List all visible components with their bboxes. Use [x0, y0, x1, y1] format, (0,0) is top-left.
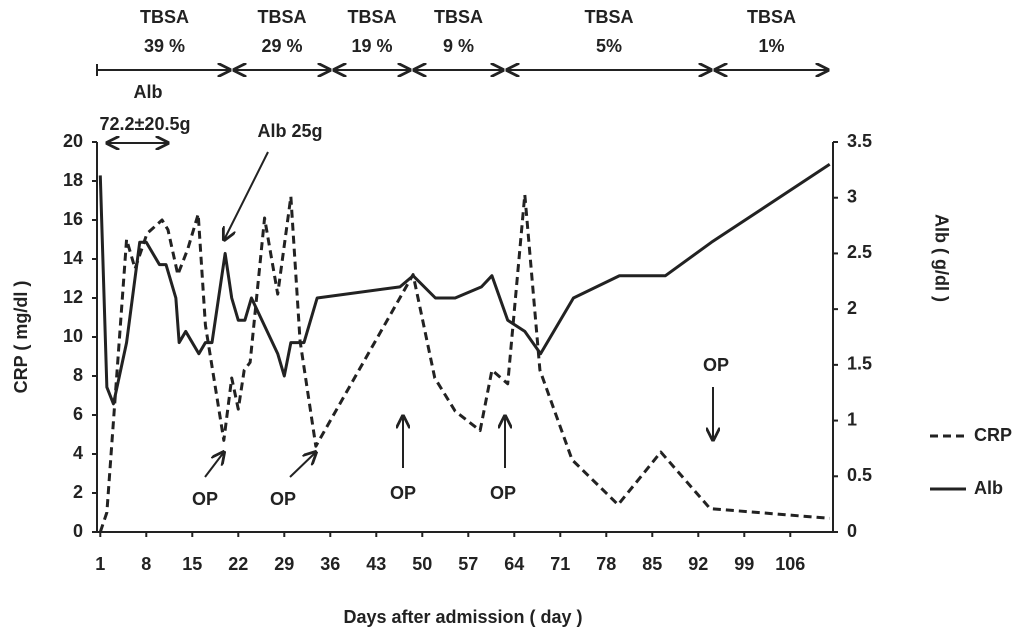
y2-tick-label: 2.5	[847, 242, 872, 262]
x-axis-title: Days after admission ( day )	[343, 607, 582, 627]
annotation: OP	[270, 489, 296, 509]
annotation-arrow	[204, 452, 224, 478]
y-tick-label: 16	[63, 209, 83, 229]
phase-label: 39 %	[144, 36, 185, 56]
phase-title: TBSA	[434, 7, 483, 27]
phase-title: TBSA	[258, 7, 307, 27]
y2-tick-label: 1.5	[847, 354, 872, 374]
y2-tick-label: 0.5	[847, 465, 872, 485]
phase-title: TBSA	[348, 7, 397, 27]
line-series	[98, 193, 830, 533]
annotation: 72.2±20.5g	[100, 114, 191, 134]
x-tick-label: 8	[141, 554, 151, 574]
x-tick-label: 85	[642, 554, 662, 574]
y-tick-label: 2	[73, 482, 83, 502]
y2-tick-label: 2	[847, 298, 857, 318]
x-tick-label: 29	[274, 554, 294, 574]
phase-label: 9 %	[443, 36, 474, 56]
line-series	[98, 163, 831, 406]
y2-axis-title: Alb ( g/dl )	[931, 214, 951, 302]
y-tick-label: 4	[73, 443, 83, 463]
y-tick-label: 18	[63, 170, 83, 190]
y-tick-label: 6	[73, 404, 83, 424]
x-tick-label: 71	[550, 554, 570, 574]
annotation: OP	[490, 483, 516, 503]
x-tick-label: 64	[504, 554, 524, 574]
x-tick-label: 99	[734, 554, 754, 574]
y-tick-label: 14	[63, 248, 83, 268]
y-tick-label: 10	[63, 326, 83, 346]
y2-tick-label: 0	[847, 521, 857, 541]
x-tick-label: 106	[775, 554, 805, 574]
annotation: Alb 25g	[257, 121, 322, 141]
legend-label: Alb	[974, 478, 1003, 498]
annotation: OP	[703, 355, 729, 375]
legend-label: CRP	[974, 425, 1012, 445]
y-tick-label: 8	[73, 365, 83, 385]
phase-title: TBSA	[747, 7, 796, 27]
y-tick-label: 20	[63, 131, 83, 151]
annotation-arrow	[224, 151, 269, 240]
x-tick-label: 43	[366, 554, 386, 574]
annotation: Alb	[134, 82, 163, 102]
y2-tick-label: 3	[847, 186, 857, 206]
phase-label: 1%	[758, 36, 784, 56]
x-tick-label: 36	[320, 554, 340, 574]
y-axis-title: CRP ( mg/dl )	[11, 281, 31, 394]
phase-label: 5%	[596, 36, 622, 56]
x-tick-label: 15	[182, 554, 202, 574]
annotation: OP	[390, 483, 416, 503]
x-tick-label: 50	[412, 554, 432, 574]
x-tick-label: 22	[228, 554, 248, 574]
y-tick-label: 12	[63, 287, 83, 307]
phase-title: TBSA	[585, 7, 634, 27]
phase-label: 29 %	[261, 36, 302, 56]
x-tick-label: 78	[596, 554, 616, 574]
annotation: OP	[192, 489, 218, 509]
y2-tick-label: 3.5	[847, 131, 872, 151]
phase-title: TBSA	[140, 7, 189, 27]
y2-tick-label: 1	[847, 409, 857, 429]
x-tick-label: 57	[458, 554, 478, 574]
phase-label: 19 %	[351, 36, 392, 56]
annotation-arrow	[289, 452, 316, 478]
x-tick-label: 92	[688, 554, 708, 574]
y-tick-label: 0	[73, 521, 83, 541]
x-tick-label: 1	[95, 554, 105, 574]
